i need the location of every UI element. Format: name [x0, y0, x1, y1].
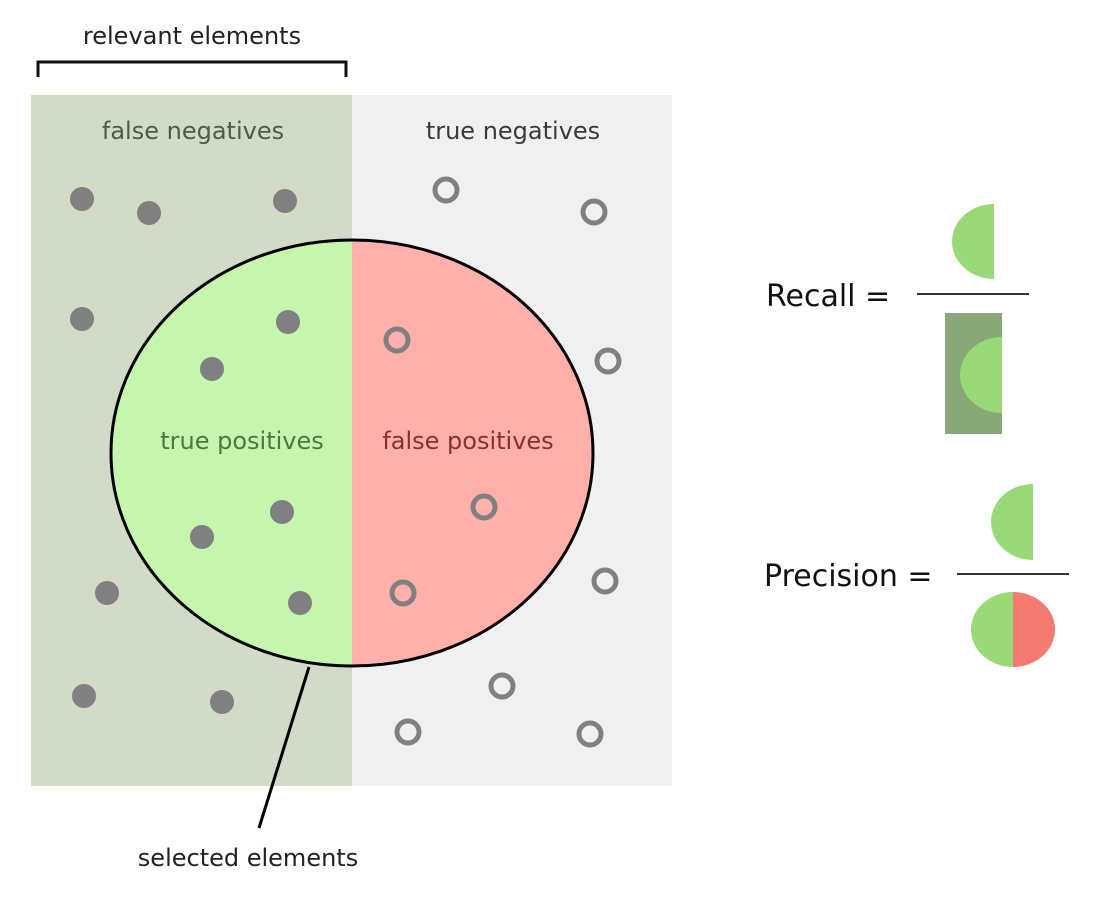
relevant-dot — [72, 684, 96, 708]
irrelevant-ring — [580, 198, 608, 226]
relevant-elements-bracket — [36, 60, 348, 77]
recall-numerator-half-disc — [952, 204, 994, 279]
false-positives-label: false positives — [382, 427, 553, 455]
relevant-dot — [200, 357, 224, 381]
relevant-dot — [273, 189, 297, 213]
relevant-dot — [288, 591, 312, 615]
relevant-dot — [276, 310, 300, 334]
irrelevant-ring — [383, 326, 411, 354]
precision-label: Precision = — [764, 559, 933, 594]
irrelevant-ring — [470, 493, 498, 521]
selected-elements-label: selected elements — [138, 844, 358, 872]
irrelevant-ring — [591, 567, 619, 595]
selected-elements-pointer — [257, 666, 311, 829]
relevant-dot — [70, 187, 94, 211]
irrelevant-ring — [594, 347, 622, 375]
relevant-dot — [270, 500, 294, 524]
relevant-dot — [137, 201, 161, 225]
irrelevant-ring — [488, 672, 516, 700]
irrelevant-ring — [576, 720, 604, 748]
irrelevant-ring — [389, 579, 417, 607]
relevant-dots — [70, 187, 312, 714]
false-negatives-label: false negatives — [102, 117, 284, 145]
relevant-dot — [70, 307, 94, 331]
precision-denominator-left-half — [971, 592, 1013, 667]
irrelevant-ring — [432, 176, 460, 204]
precision-formula: Precision = — [764, 484, 1069, 667]
relevant-dot — [95, 581, 119, 605]
recall-formula: Recall = — [766, 204, 1029, 434]
relevant-dot — [190, 525, 214, 549]
true-negatives-label: true negatives — [426, 117, 600, 145]
relevant-elements-label: relevant elements — [83, 22, 301, 50]
precision-denominator-right-half — [1013, 592, 1055, 667]
precision-numerator-half-disc — [991, 484, 1033, 560]
false-positives-region — [352, 240, 593, 666]
recall-label: Recall = — [766, 279, 890, 314]
true-positives-label: true positives — [160, 427, 324, 455]
irrelevant-ring — [394, 718, 422, 746]
selected-elements-outline — [109, 238, 595, 668]
irrelevant-rings — [383, 176, 622, 748]
recall-denominator-half-disc — [960, 337, 1002, 413]
true-positives-region — [111, 240, 352, 666]
relevant-dot — [210, 690, 234, 714]
